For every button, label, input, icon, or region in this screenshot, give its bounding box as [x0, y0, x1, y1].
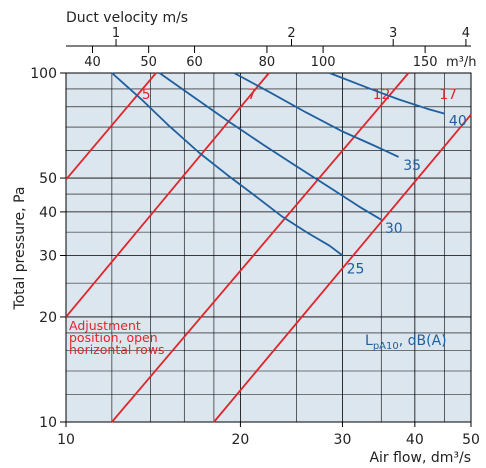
y-tick-label: 20: [39, 310, 57, 326]
y-tick-label: 30: [39, 248, 57, 264]
adjustment-note-line-1: Adjustment: [69, 318, 141, 333]
sound-curve-label-30: 30: [385, 221, 403, 237]
sound-curves: 25 30 35 40: [111, 72, 467, 278]
adjustment-line-12: [111, 72, 410, 423]
x-tick-label: 10: [57, 432, 75, 448]
sound-curve-35: [233, 72, 399, 158]
y-tick-label: 50: [39, 171, 57, 187]
x-axis-title: Air flow, dm³/s: [369, 450, 471, 466]
y-tick-label: 100: [30, 66, 57, 82]
m3h-tick-label: 80: [259, 55, 276, 70]
velocity-tick-label: 1: [112, 26, 120, 41]
plot-area: [66, 73, 471, 422]
m3h-tick-label: 150: [413, 55, 438, 70]
adjustment-line-label-5: 5: [142, 87, 151, 103]
m3h-tick-label: 60: [186, 55, 203, 70]
y-tick-label: 40: [39, 205, 57, 221]
adjustment-line-label-7: 7: [247, 87, 256, 103]
adjustment-lines: 5 7 12 17: [65, 72, 472, 423]
adjustment-line-5: [65, 72, 157, 181]
sound-unit-label: LpA10, dB(A): [365, 333, 447, 352]
sound-curve-label-25: 25: [347, 262, 365, 278]
adjustment-note: Adjustment position, open horizontal row…: [69, 318, 165, 357]
tick-labels: 10 20 30 40 50 10 20 30 40 50 100 40 50 60 80 100 150 1 2 3…: [30, 26, 480, 448]
sound-curve-30: [158, 72, 382, 221]
velocity-tick-label: 4: [462, 26, 470, 41]
adjustment-line-7: [65, 72, 270, 318]
adjustment-note-line-2: position, open: [69, 330, 158, 345]
m3h-tick-label: 100: [311, 55, 336, 70]
adjustment-note-line-3: horizontal rows: [69, 342, 165, 357]
sound-curve-40: [329, 72, 445, 115]
top-axis-title: Duct velocity m/s: [66, 10, 188, 26]
velocity-tick-label: 3: [389, 26, 397, 41]
x-tick-label: 40: [406, 432, 424, 448]
sound-curve-label-40: 40: [449, 114, 467, 130]
x-tick-label: 50: [462, 432, 480, 448]
adjustment-line-label-17: 17: [439, 87, 457, 103]
adjustment-line-17: [213, 114, 472, 423]
y-tick-label: 10: [39, 415, 57, 431]
sound-unit-subscript: pA10: [373, 341, 399, 352]
sound-curve-label-35: 35: [403, 158, 421, 174]
m3h-tick-label: 40: [84, 55, 101, 70]
top-unit-label: m³/h: [446, 55, 477, 70]
velocity-tick-label: 2: [287, 26, 295, 41]
sound-unit-dba: , dB(A): [399, 333, 447, 349]
tick-marks: [60, 39, 472, 427]
y-axis-title: Total pressure, Pa: [12, 187, 28, 311]
x-tick-label: 30: [334, 432, 352, 448]
sound-unit-l: L: [365, 333, 373, 349]
m3h-tick-label: 50: [140, 55, 157, 70]
x-tick-label: 20: [232, 432, 250, 448]
sound-curve-25: [111, 72, 344, 257]
